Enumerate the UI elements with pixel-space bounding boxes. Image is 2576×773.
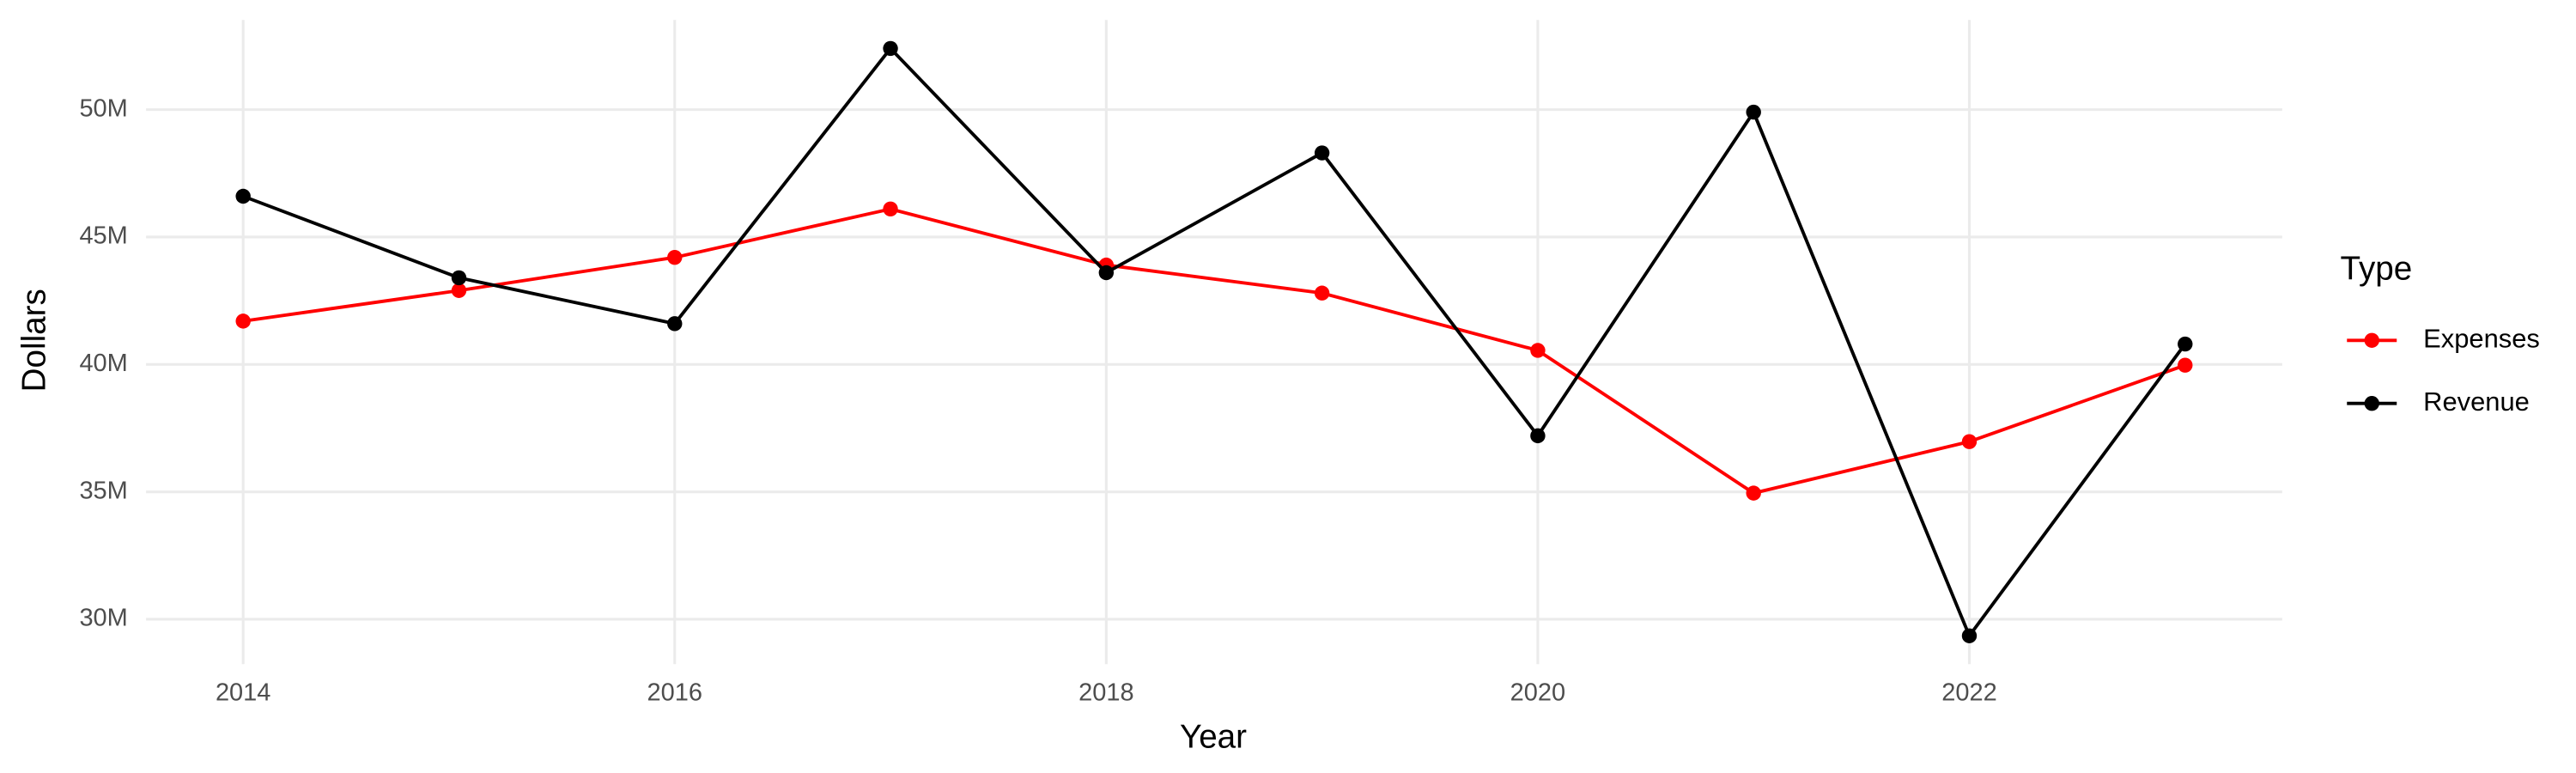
data-point bbox=[2178, 336, 2193, 352]
legend-title: Type bbox=[2341, 250, 2413, 287]
y-tick-label: 45M bbox=[79, 222, 127, 250]
data-point bbox=[667, 316, 683, 332]
x-tick-label: 2022 bbox=[1941, 679, 1996, 707]
x-tick-label: 2016 bbox=[647, 679, 702, 707]
data-point bbox=[1961, 434, 1978, 449]
x-tick-label: 2014 bbox=[216, 679, 270, 707]
data-point bbox=[1314, 145, 1330, 161]
y-axis-title: Dollars bbox=[16, 289, 53, 392]
data-point bbox=[883, 40, 898, 57]
data-point bbox=[883, 201, 898, 217]
data-point bbox=[451, 270, 467, 286]
series-line bbox=[242, 46, 2187, 640]
series-line bbox=[242, 207, 2186, 496]
legend-key-point bbox=[2364, 396, 2379, 411]
data-point bbox=[667, 250, 683, 265]
data-point bbox=[1314, 285, 1330, 301]
y-tick-label: 40M bbox=[79, 350, 127, 377]
x-axis-title: Year bbox=[1180, 718, 1247, 755]
y-tick-label: 30M bbox=[79, 605, 127, 632]
data-point bbox=[451, 283, 467, 298]
legend-key-point bbox=[2364, 332, 2379, 348]
x-tick-label: 2018 bbox=[1078, 679, 1133, 707]
data-point bbox=[1530, 428, 1546, 444]
legend-label: Revenue bbox=[2423, 386, 2530, 417]
data-point bbox=[1746, 485, 1761, 501]
y-tick-label: 50M bbox=[79, 94, 127, 122]
data-point bbox=[235, 188, 251, 204]
data-point bbox=[1961, 628, 1978, 643]
data-point bbox=[1746, 104, 1761, 120]
y-tick-label: 35M bbox=[79, 477, 127, 504]
data-point bbox=[1098, 265, 1115, 281]
x-tick-label: 2020 bbox=[1510, 679, 1565, 707]
data-point bbox=[2178, 357, 2193, 373]
legend-label: Expenses bbox=[2423, 323, 2540, 353]
data-point bbox=[235, 313, 251, 329]
data-point bbox=[1530, 343, 1546, 358]
